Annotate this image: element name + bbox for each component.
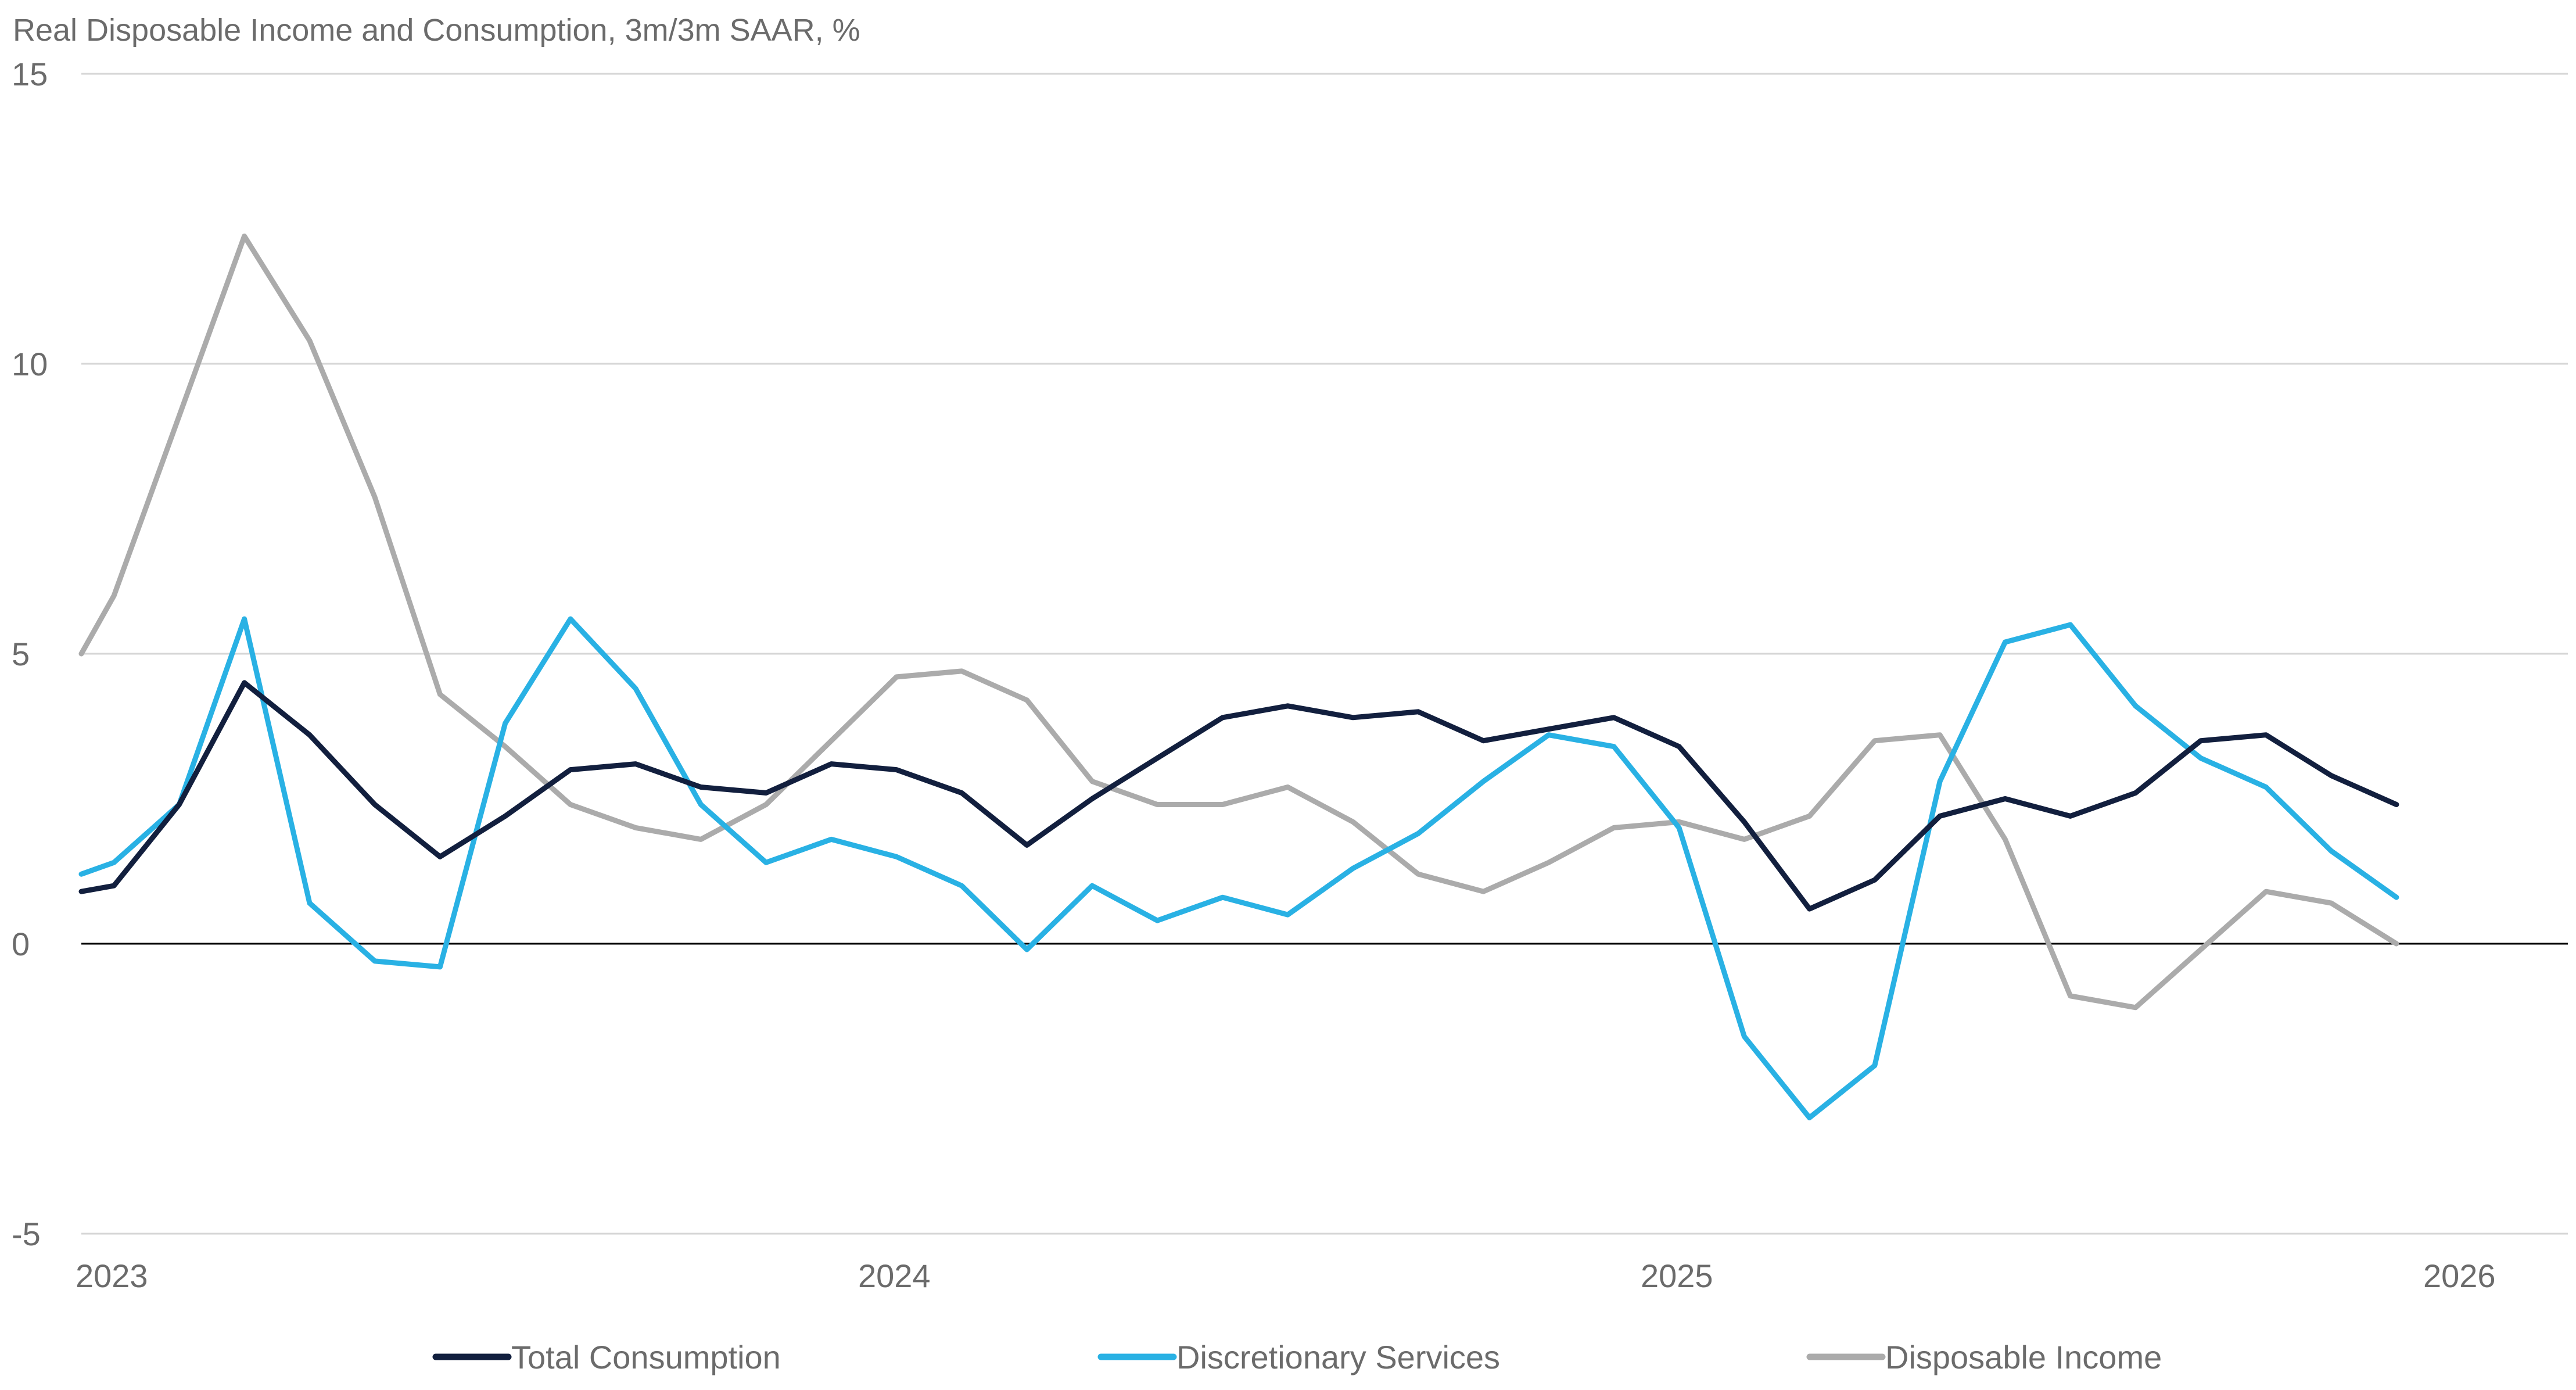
x-tick-label: 2024 <box>858 1258 931 1294</box>
x-tick-label: 2023 <box>76 1258 148 1294</box>
series-line-disposable-income <box>78 233 2399 1011</box>
legend: Total Consumption Discretionary Services D… <box>432 1339 2162 1375</box>
x-tick-label: 2025 <box>1641 1258 1713 1294</box>
legend-label: Disposable Income <box>1885 1339 2162 1375</box>
y-tick-label: 0 <box>12 926 30 962</box>
series-line-discretionary-services <box>78 616 2399 1120</box>
legend-label: Total Consumption <box>511 1339 781 1375</box>
y-axis-ticks: 15 10 5 0 -5 <box>12 56 48 1252</box>
series-line-total-consumption <box>78 680 2399 912</box>
x-tick-label: 2026 <box>2423 1258 2496 1294</box>
y-tick-label: 15 <box>12 56 48 92</box>
y-tick-label: -5 <box>12 1216 41 1252</box>
y-tick-label: 5 <box>12 636 30 672</box>
chart-title: Real Disposable Income and Consumption, … <box>13 13 860 48</box>
y-tick-label: 10 <box>12 346 48 382</box>
gridlines <box>81 73 2568 1235</box>
series-lines <box>78 233 2399 1120</box>
legend-label: Discretionary Services <box>1176 1339 1500 1375</box>
x-axis-ticks: 2023 2024 2025 2026 <box>76 1258 2496 1294</box>
